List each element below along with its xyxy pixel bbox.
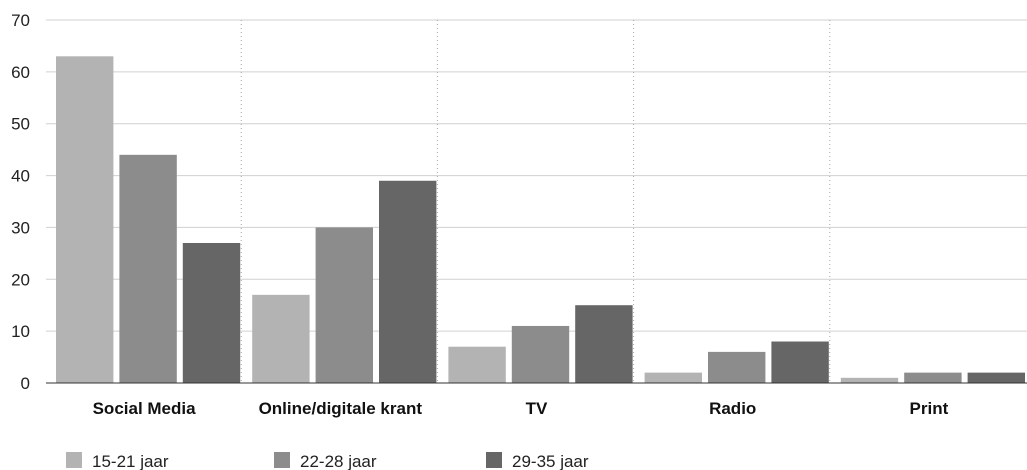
bar-3-2 — [379, 180, 437, 383]
bar-2-5 — [904, 372, 962, 383]
bar-3-4 — [771, 341, 829, 383]
bar-2-3 — [511, 325, 570, 383]
y-tick-label: 0 — [21, 374, 30, 393]
bar-1-5 — [840, 377, 899, 383]
category-label: Social Media — [93, 399, 197, 418]
y-tick-label: 30 — [11, 218, 30, 237]
bar-2-4 — [708, 351, 766, 383]
legend-swatch — [486, 452, 502, 468]
legend-swatch — [66, 452, 82, 468]
legend: 15-21 jaar 22-28 jaar 29-35 jaar — [66, 452, 589, 470]
bar-2-2 — [315, 227, 373, 383]
legend-label: 15-21 jaar — [92, 452, 169, 470]
y-tick-label: 20 — [11, 270, 30, 289]
category-label: TV — [526, 399, 548, 418]
y-tick-label: 60 — [11, 63, 30, 82]
y-tick-label: 40 — [11, 167, 30, 186]
category-separators — [240, 20, 831, 383]
category-label: Online/digitale krant — [259, 399, 423, 418]
y-tick-label: 70 — [11, 11, 30, 30]
legend-label: 29-35 jaar — [512, 452, 589, 470]
bar-1-4 — [644, 372, 702, 383]
legend-swatch — [274, 452, 290, 468]
bar-1-2 — [252, 294, 310, 383]
legend-label: 22-28 jaar — [300, 452, 377, 470]
y-tick-label: 50 — [11, 115, 30, 134]
bars — [56, 56, 1025, 384]
bar-3-3 — [575, 305, 633, 383]
category-label: Print — [910, 399, 949, 418]
y-tick-label: 10 — [11, 322, 30, 341]
bar-1-1 — [56, 56, 114, 384]
y-axis-ticks: 0 10 20 30 40 50 60 70 — [11, 11, 30, 393]
bar-1-3 — [448, 346, 506, 383]
bar-3-5 — [967, 372, 1025, 383]
x-axis-categories: Social Media Online/digitale krant TV Radio… — [93, 399, 949, 418]
bar-2-1 — [119, 154, 177, 383]
bar-3-1 — [182, 242, 241, 383]
category-label: Radio — [709, 399, 756, 418]
